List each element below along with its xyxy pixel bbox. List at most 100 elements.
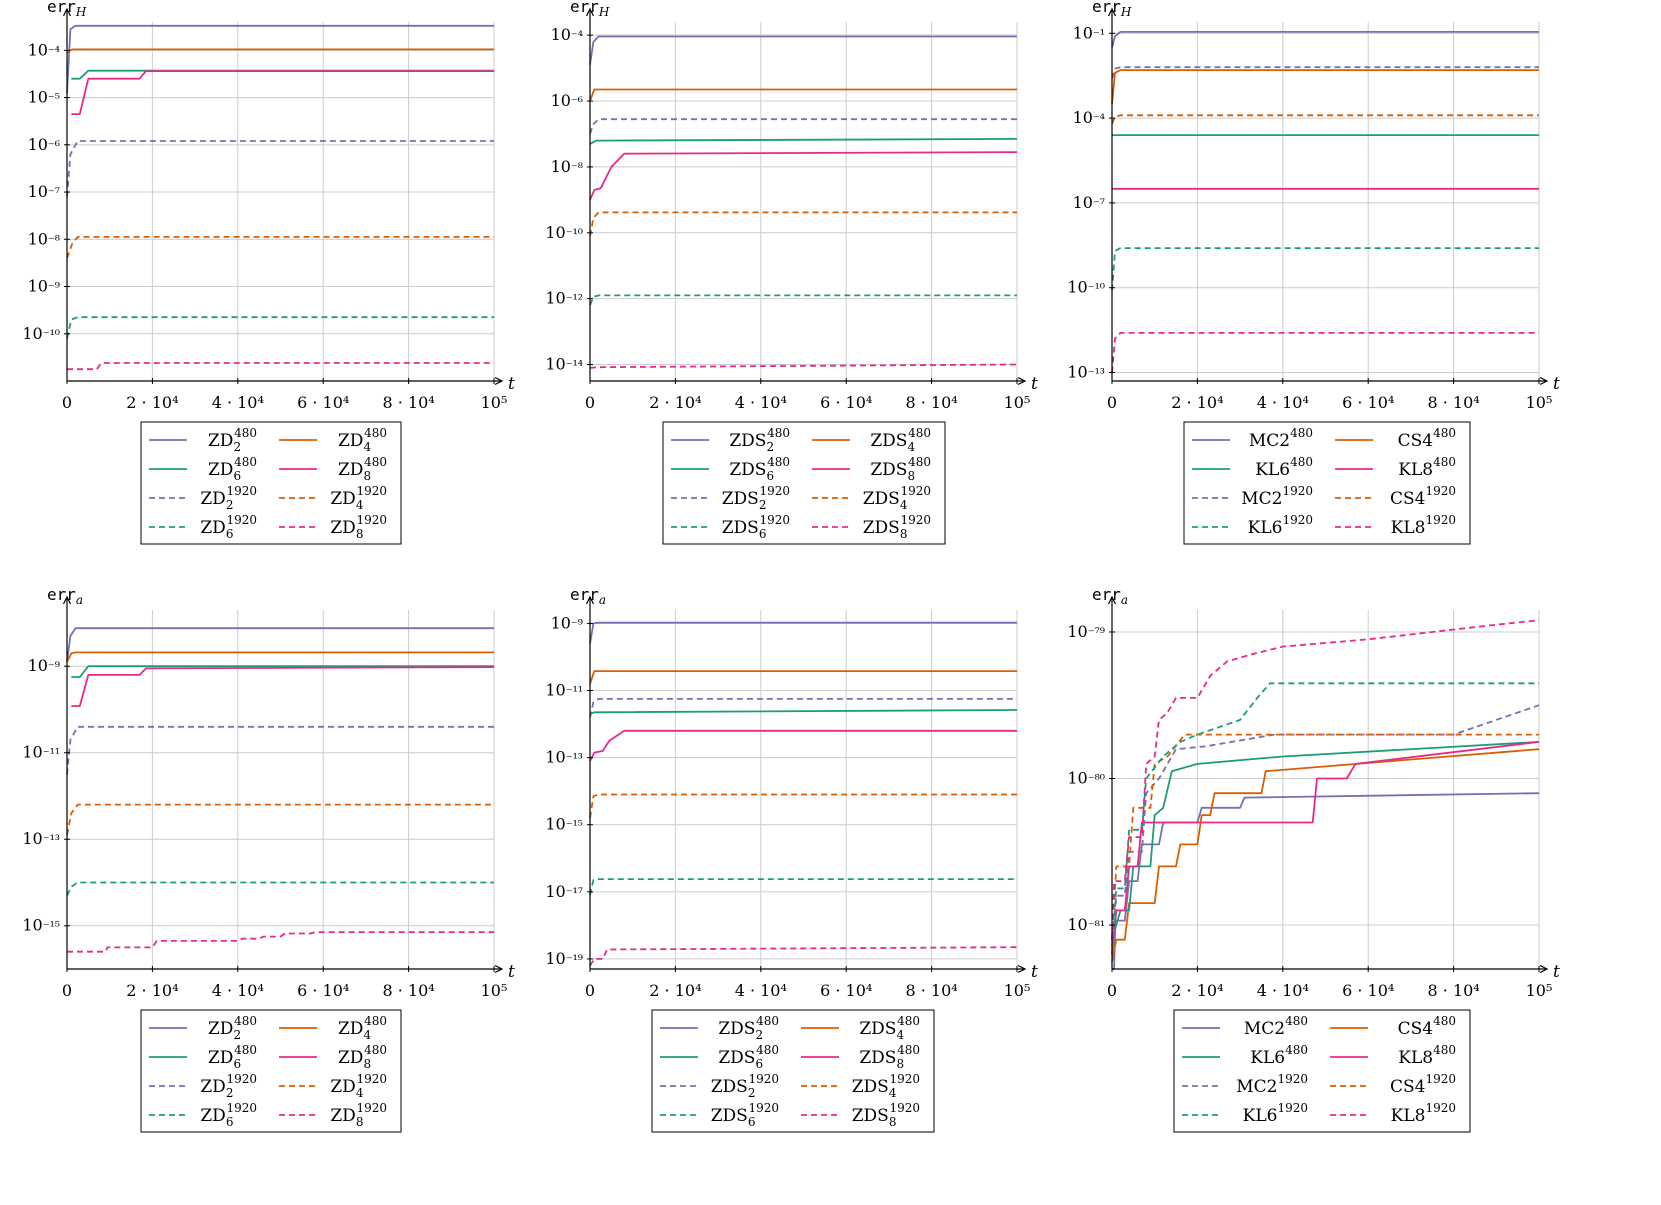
legend-superscript: 1920 (889, 1072, 920, 1086)
y-tick-label: 10⁻⁷ (1073, 193, 1105, 212)
y-tick-base: 10 (545, 223, 565, 242)
y-tick-base: 10 (1067, 278, 1087, 297)
grid (1112, 22, 1540, 381)
legend-entry-label: KL6480 (1250, 1043, 1308, 1068)
x-tick-label: 4 · 10⁴ (735, 393, 787, 412)
x-tick-label: 10⁵ (1526, 393, 1553, 412)
y-tick-label: 10⁻⁸¹ (1067, 915, 1105, 934)
y-axis-label-text: err (1092, 585, 1121, 604)
legend-box (140, 1009, 402, 1133)
legend-superscript: 1920 (1277, 1072, 1308, 1086)
y-tick-base: 10 (22, 916, 42, 935)
legend-name: ZDS (859, 1019, 896, 1039)
legend-entry-label: KL8480 (1398, 455, 1456, 480)
legend-name: KL8 (1398, 460, 1433, 480)
legend-superscript: 1920 (1425, 1101, 1456, 1115)
legend-superscript: 1920 (1425, 513, 1456, 527)
legend-superscript: 480 (1285, 1043, 1308, 1057)
legend-superscript: 1920 (900, 484, 931, 498)
legend-superscript: 480 (1433, 455, 1456, 469)
x-tick-label: 6 · 10⁴ (1342, 393, 1394, 412)
y-tick-base: 10 (545, 949, 565, 968)
y-tick-exponent: ⁻¹⁵ (566, 819, 583, 834)
series-group (66, 627, 495, 953)
y-axis-arrow (585, 595, 595, 605)
legend-name: ZDS (863, 518, 900, 538)
legend-entry-label: ZD8480 (338, 455, 387, 483)
grid (67, 610, 495, 969)
x-tick-label: 2 · 10⁴ (126, 981, 178, 1000)
legend-entry-label: ZDS41920 (863, 484, 931, 512)
legend-superscript: 480 (234, 1043, 257, 1057)
y-axis-label: erra (47, 585, 83, 607)
y-axis-arrow (62, 595, 72, 605)
y-axis-label-subscript: H (598, 5, 610, 19)
legend-entry-label: ZDS8480 (870, 455, 931, 483)
series-line-zds2-1920 (589, 698, 1017, 718)
y-tick-label: 10⁻¹³ (545, 748, 583, 767)
x-tick-label: 0 (62, 981, 72, 1000)
legend-name: CS4 (1398, 431, 1433, 451)
y-tick-exponent: ⁻¹¹ (566, 685, 583, 700)
y-tick-label: 10⁻¹⁷ (545, 882, 583, 901)
y-tick-exponent: ⁻¹⁰ (1088, 282, 1105, 297)
legend-superscript: 1920 (226, 513, 257, 527)
series-line-zd6-1920 (66, 881, 494, 896)
series-line-zds4-1920 (589, 211, 1017, 237)
legend-box (651, 1009, 935, 1133)
y-tick-base: 10 (28, 88, 48, 107)
x-tick-label: 10⁵ (1004, 981, 1031, 1000)
legend-superscript: 1920 (356, 1101, 387, 1115)
y-tick-base: 10 (1067, 363, 1087, 382)
legend-name: ZDS (863, 489, 900, 509)
legend-entry-label: KL8480 (1398, 1043, 1456, 1068)
y-tick-exponent: ⁻¹ (1093, 27, 1105, 42)
series-line-zd4-480 (66, 48, 494, 54)
x-axis-label: t (1031, 962, 1038, 982)
legend-subscript: 8 (363, 1057, 371, 1071)
x-axis-label: t (508, 962, 515, 982)
series-line-cs4-1920 (1111, 733, 1539, 940)
y-axis-arrow (62, 7, 72, 17)
series-line-mc2-1920 (1111, 704, 1540, 955)
series-line-mc2-1920 (1111, 66, 1539, 79)
y-tick-exponent: ⁻¹³ (1088, 367, 1105, 382)
x-tick-label: 2 · 10⁴ (649, 393, 701, 412)
legend-entry-label: CS4480 (1398, 1014, 1456, 1039)
y-tick-label: 10⁻⁸ (551, 157, 583, 176)
series-line-zds6-480 (589, 709, 1018, 715)
y-tick-label: 10⁻¹⁵ (22, 916, 60, 935)
legend-superscript: 480 (364, 426, 387, 440)
legend-entry-label: ZDS61920 (711, 1101, 779, 1129)
y-tick-base: 10 (1067, 769, 1087, 788)
y-tick-exponent: ⁻¹⁹ (566, 953, 583, 968)
y-tick-exponent: ⁻¹⁴ (566, 359, 583, 374)
y-tick-exponent: ⁻¹³ (43, 833, 60, 848)
legend-superscript: 1920 (356, 1072, 387, 1086)
y-axis-label: erra (570, 585, 606, 607)
legend-name: ZDS (852, 1077, 889, 1097)
y-tick-base: 10 (1067, 622, 1087, 641)
y-tick-label: 10⁻¹¹ (545, 681, 583, 700)
y-tick-base: 10 (22, 324, 42, 343)
y-axis-label: errH (570, 0, 610, 19)
x-axis-arrow (1017, 964, 1027, 974)
legend-entry-label: ZD21920 (200, 1072, 257, 1100)
legend-subscript: 4 (896, 1028, 904, 1042)
legend-entry-label: ZDS6480 (718, 1043, 779, 1071)
series-line-cs4-1920 (1111, 114, 1539, 125)
legend-name: ZD (330, 1106, 355, 1126)
x-tick-label: 8 · 10⁴ (905, 393, 957, 412)
y-tick-label: 10⁻¹⁰ (545, 223, 583, 242)
legend-entry-label: MC2480 (1249, 426, 1313, 451)
x-axis-arrow (1539, 964, 1549, 974)
legend-superscript: 480 (756, 1043, 779, 1057)
legend-subscript: 4 (363, 1028, 371, 1042)
x-tick-label: 10⁵ (1004, 393, 1031, 412)
legend-name: ZDS (722, 518, 759, 538)
